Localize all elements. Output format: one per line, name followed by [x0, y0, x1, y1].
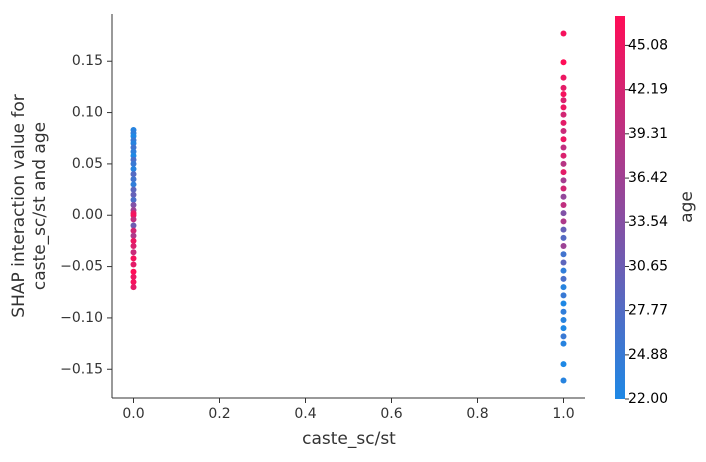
x-tick-label: 0.8 [466, 406, 488, 422]
point [130, 249, 137, 256]
point [560, 59, 567, 66]
y-tick-label: −0.10 [60, 310, 103, 326]
colorbar-tick-label: 22.00 [628, 391, 668, 407]
point [130, 243, 137, 250]
point [130, 212, 137, 219]
point [560, 218, 567, 225]
point [560, 119, 567, 126]
point [560, 91, 567, 98]
x-tick-label: 1.0 [552, 406, 574, 422]
y-tick-label: 0.10 [72, 105, 103, 121]
point [130, 144, 137, 151]
point [560, 316, 567, 323]
point [560, 144, 567, 151]
point [560, 136, 567, 143]
y-tick-label: −0.05 [60, 259, 103, 275]
colorbar-tick-label: 45.08 [628, 37, 668, 53]
point [130, 232, 137, 239]
point [130, 278, 137, 285]
point [130, 196, 137, 203]
y-tick-label: 0.05 [72, 156, 103, 172]
point [560, 84, 567, 91]
colorbar-tick-label: 39.31 [628, 126, 668, 142]
point [130, 186, 137, 193]
colorbar-tick-label: 30.65 [628, 258, 668, 274]
point [560, 185, 567, 192]
colorbar-tick-label: 27.77 [628, 303, 668, 319]
point [560, 275, 567, 282]
point [560, 340, 567, 347]
point [560, 284, 567, 291]
x-tick-label: 0.6 [380, 406, 402, 422]
x-axis-label: caste_sc/st [302, 429, 396, 449]
point [130, 181, 137, 188]
point [560, 226, 567, 233]
point [130, 273, 137, 280]
point [130, 268, 137, 275]
point [560, 308, 567, 315]
point [560, 128, 567, 135]
point [560, 243, 567, 250]
x-tick-label: 0.4 [294, 406, 316, 422]
y-tick-label: −0.15 [60, 361, 103, 377]
colorbar-tick-label: 33.54 [628, 214, 668, 230]
point [130, 176, 137, 183]
x-tick-label: 0.0 [122, 406, 144, 422]
colorbar-tick-label: 24.88 [628, 347, 668, 363]
point [130, 166, 137, 173]
point [130, 237, 137, 244]
y-axis-label: caste_sc/st and age [30, 122, 50, 290]
point [560, 152, 567, 159]
colorbar-tick-label: 42.19 [628, 82, 668, 98]
colorbar-tick-label: 36.42 [628, 170, 668, 186]
y-tick-label: 0.15 [72, 53, 103, 69]
y-tick-label: 0.00 [72, 207, 103, 223]
point [130, 140, 137, 147]
point [130, 171, 137, 178]
colorbar [615, 16, 625, 399]
point [560, 30, 567, 37]
point [130, 227, 137, 234]
point [560, 210, 567, 217]
point [560, 104, 567, 111]
point [560, 267, 567, 274]
point [560, 201, 567, 208]
point [560, 160, 567, 167]
point [130, 191, 137, 198]
point [130, 160, 137, 167]
point [130, 284, 137, 291]
colorbar-label: age [677, 191, 697, 223]
point [130, 156, 137, 163]
point [560, 361, 567, 368]
point [130, 216, 137, 223]
point [130, 133, 137, 140]
point [130, 255, 137, 262]
point [560, 169, 567, 176]
point [560, 333, 567, 340]
point [560, 111, 567, 118]
y-axis-label: SHAP interaction value for [9, 94, 29, 317]
point [560, 74, 567, 81]
point [130, 152, 137, 159]
point [560, 193, 567, 200]
point [560, 377, 567, 384]
point [130, 222, 137, 229]
point [560, 177, 567, 184]
point [560, 325, 567, 332]
point [560, 300, 567, 307]
point [130, 261, 137, 268]
point [560, 234, 567, 241]
point [130, 148, 137, 155]
point [130, 201, 137, 208]
point [560, 97, 567, 104]
point [560, 259, 567, 266]
point [560, 251, 567, 258]
x-tick-label: 0.2 [208, 406, 230, 422]
point [560, 292, 567, 299]
